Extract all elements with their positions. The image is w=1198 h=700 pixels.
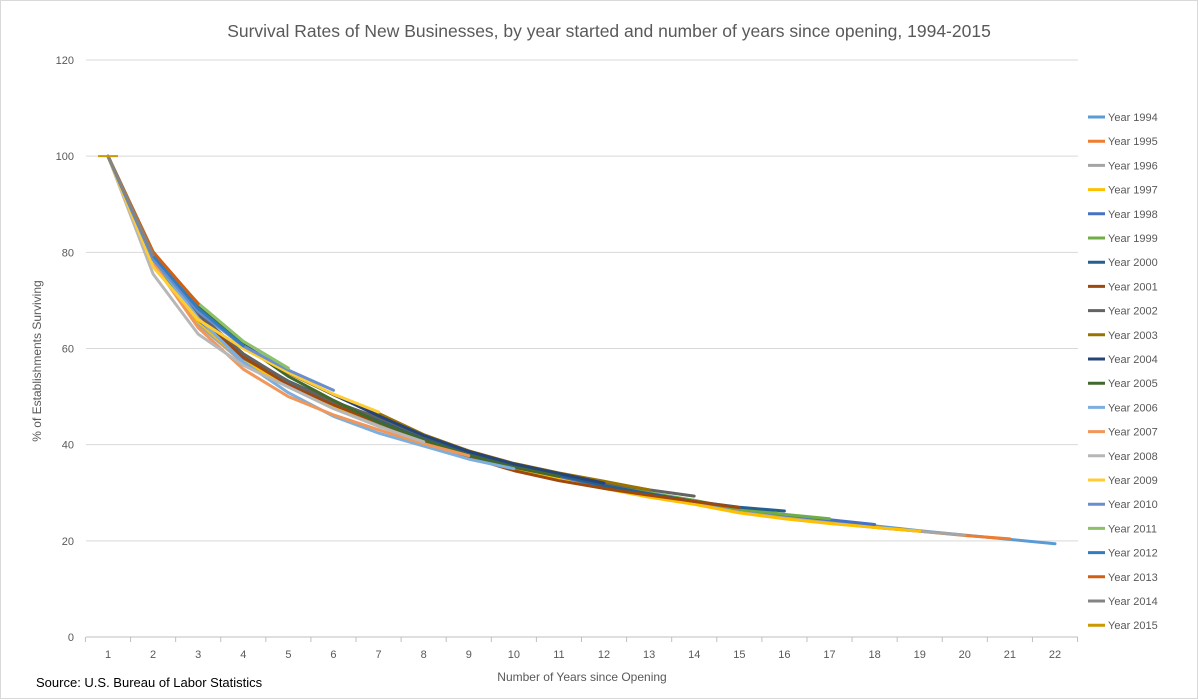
legend-label: Year 1994 <box>1108 112 1158 124</box>
x-tick-label: 21 <box>1004 649 1016 661</box>
legend-label: Year 2003 <box>1108 330 1158 342</box>
legend-item: Year 1995 <box>1088 136 1158 148</box>
legend-label: Year 2014 <box>1108 596 1158 608</box>
legend-label: Year 2004 <box>1108 354 1158 366</box>
y-tick-label: 40 <box>62 440 74 452</box>
y-tick-label: 20 <box>62 536 74 548</box>
series-line <box>106 154 290 370</box>
series-line <box>106 154 471 458</box>
legend-item: Year 2014 <box>1088 596 1158 608</box>
legend-label: Year 2000 <box>1108 257 1158 269</box>
legend-label: Year 1999 <box>1108 233 1158 245</box>
legend-label: Year 2007 <box>1108 427 1158 439</box>
legend-item: Year 1994 <box>1088 112 1158 124</box>
series-line <box>106 154 426 444</box>
legend-label: Year 2002 <box>1108 306 1158 318</box>
legend-item: Year 2013 <box>1088 572 1158 584</box>
legend-item: Year 2012 <box>1088 548 1158 560</box>
x-tick-label: 18 <box>868 649 880 661</box>
y-tick-label: 100 <box>56 151 74 163</box>
legend-item: Year 2011 <box>1088 523 1157 535</box>
y-tick-label: 0 <box>68 632 74 644</box>
legend-item: Year 2006 <box>1088 402 1158 414</box>
x-tick-label: 14 <box>688 649 700 661</box>
legend-item: Year 2001 <box>1088 281 1158 293</box>
x-tick-label: 16 <box>778 649 790 661</box>
legend-item: Year 2004 <box>1088 354 1158 366</box>
x-tick-label: 17 <box>823 649 835 661</box>
y-axis-title: % of Establishments Surviving <box>30 280 44 441</box>
legend-item: Year 2009 <box>1088 475 1158 487</box>
legend-label: Year 2005 <box>1108 378 1158 390</box>
x-tick-label: 10 <box>508 649 520 661</box>
series-line <box>106 154 155 257</box>
legend-label: Year 2001 <box>1108 281 1158 293</box>
legend-item: Year 1996 <box>1088 160 1158 172</box>
x-tick-label: 13 <box>643 649 655 661</box>
x-tick-label: 22 <box>1049 649 1061 661</box>
y-tick-label: 80 <box>62 247 74 259</box>
series-line <box>106 154 245 348</box>
legend-item: Year 2015 <box>1088 620 1158 632</box>
y-tick-label: 120 <box>56 55 74 67</box>
source-note: Source: U.S. Bureau of Labor Statistics <box>36 675 263 690</box>
legend-item: Year 2005 <box>1088 378 1158 390</box>
x-tick-label: 15 <box>733 649 745 661</box>
legend-label: Year 2009 <box>1108 475 1158 487</box>
legend-item: Year 2003 <box>1088 330 1158 342</box>
x-tick-label: 9 <box>466 649 472 661</box>
x-tick-label: 6 <box>330 649 336 661</box>
series-line <box>106 154 335 392</box>
x-tick-label: 20 <box>959 649 971 661</box>
legend-item: Year 2002 <box>1088 306 1158 318</box>
chart-title: Survival Rates of New Businesses, by yea… <box>227 21 991 41</box>
x-axis: 1 2 3 4 5 6 7 8 9 10 11 12 13 14 15 16 17 18 19 20 21 22 <box>84 637 1079 661</box>
legend-label: Year 2008 <box>1108 451 1158 463</box>
series-lines <box>98 154 1057 546</box>
legend-label: Year 2013 <box>1108 572 1158 584</box>
x-tick-label: 11 <box>553 649 564 661</box>
x-tick-label: 5 <box>285 649 291 661</box>
x-tick-label: 2 <box>150 649 156 661</box>
legend-label: Year 2015 <box>1108 620 1158 632</box>
x-tick-label: 12 <box>598 649 610 661</box>
legend-label: Year 2011 <box>1108 523 1157 535</box>
series-line <box>106 154 200 306</box>
legend-label: Year 1998 <box>1108 209 1158 221</box>
x-tick-label: 3 <box>195 649 201 661</box>
legend: Year 1994 Year 1995 Year 1996 Year 1997 Year… <box>1088 112 1158 632</box>
legend-label: Year 2012 <box>1108 548 1158 560</box>
y-tick-label: 60 <box>62 344 74 356</box>
x-tick-label: 4 <box>240 649 246 661</box>
series-line <box>106 154 561 478</box>
legend-label: Year 1996 <box>1108 160 1158 172</box>
legend-item: Year 1998 <box>1088 209 1158 221</box>
legend-label: Year 1997 <box>1108 185 1158 197</box>
x-tick-label: 7 <box>376 649 382 661</box>
x-tick-label: 19 <box>914 649 926 661</box>
legend-label: Year 2006 <box>1108 402 1158 414</box>
x-tick-label: 1 <box>105 649 111 661</box>
series-line <box>106 154 381 414</box>
y-axis-ticks: 0 20 40 60 80 100 120 <box>56 55 74 644</box>
legend-item: Year 2008 <box>1088 451 1158 463</box>
legend-item: Year 2007 <box>1088 427 1158 439</box>
legend-item: Year 1997 <box>1088 185 1158 197</box>
legend-item: Year 2000 <box>1088 257 1158 269</box>
series-line <box>106 154 516 471</box>
legend-label: Year 2010 <box>1108 499 1158 511</box>
x-axis-title: Number of Years since Opening <box>497 670 666 684</box>
legend-item: Year 2010 <box>1088 499 1158 511</box>
legend-item: Year 1999 <box>1088 233 1158 245</box>
series-line <box>106 154 606 485</box>
legend-label: Year 1995 <box>1108 136 1158 148</box>
x-tick-label: 8 <box>421 649 427 661</box>
